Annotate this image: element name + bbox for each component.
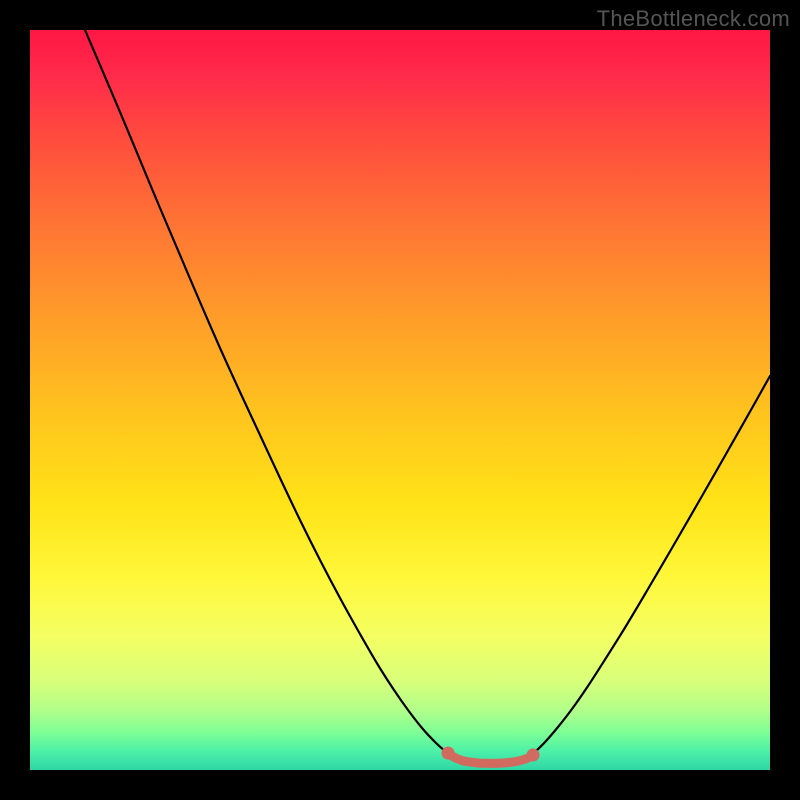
gradient-background [30,30,770,770]
bottleneck-curve-chart [30,30,770,770]
chart-canvas [30,30,770,770]
watermark-label: TheBottleneck.com [597,6,790,32]
